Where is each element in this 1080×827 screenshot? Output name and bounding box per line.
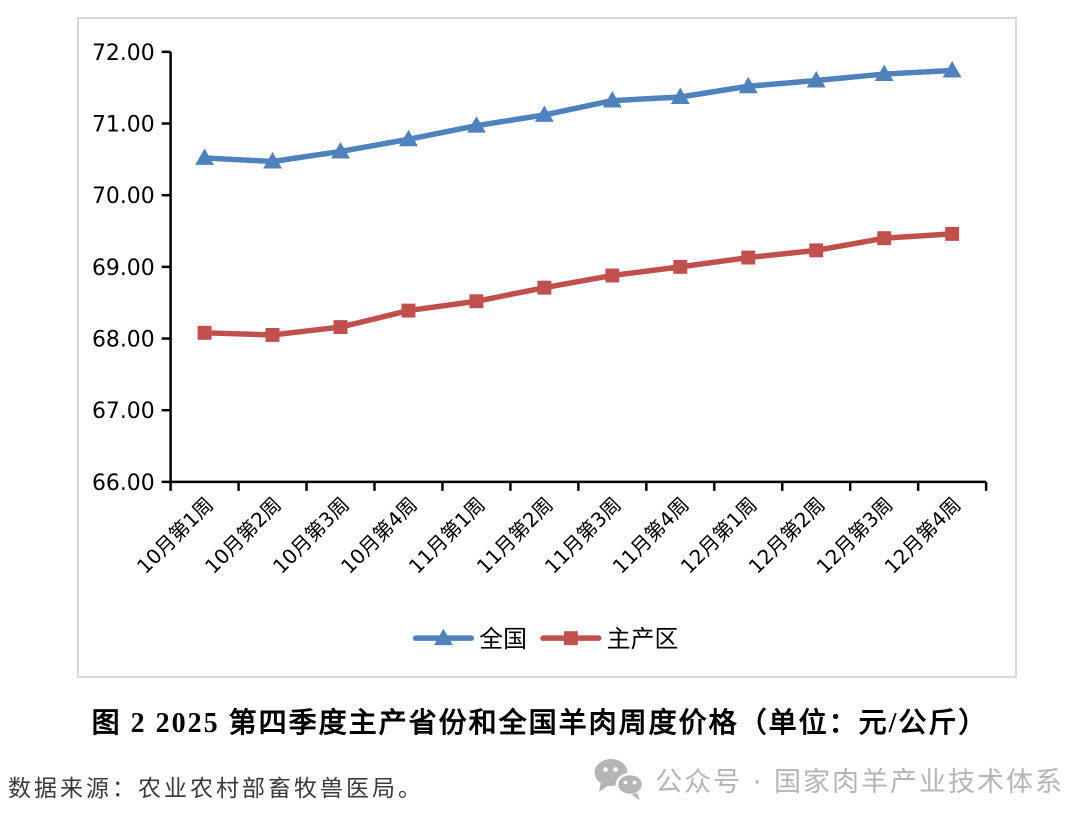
series-national-marker [466,116,486,133]
figure-caption: 图 2 2025 第四季度主产省份和全国羊肉周度价格（单位：元/公斤） [91,708,989,739]
price-line-chart: 66.0067.0068.0069.0070.0071.0072.0010月第1… [92,41,988,653]
series-main-production-area-marker [265,327,280,342]
data-source-note: 数据来源：农业农村部畜牧兽医局。 [8,776,424,801]
series-main-production-area-marker [401,303,416,318]
legend-series-main-production-area-marker [563,631,578,646]
series-main-production-area-marker [333,320,348,335]
watermark-text: 公众号 · 国家肉羊产业技术体系 [655,766,1064,798]
series-national-marker [331,142,350,159]
legend-series-national-marker [433,628,453,646]
y-tick-label: 71.00 [92,112,155,137]
series-national-marker [602,91,622,108]
y-tick-label: 69.00 [92,256,155,281]
watermark: 公众号 · 国家肉羊产业技术体系 [593,757,1064,801]
legend-series-national-label: 全国 [479,625,527,653]
series-national-marker [806,71,826,88]
y-tick-label: 70.00 [92,184,155,209]
series-main-production-area-marker [197,325,212,340]
series-main-production-area-marker [741,250,756,265]
series-national-marker [874,64,894,82]
series-national-marker [195,148,215,165]
series-main-production-area-marker [469,294,484,309]
y-tick-label: 66.00 [92,471,155,496]
series-national-line [201,67,955,165]
series-main-production-area-marker [605,268,620,283]
series-main-production-area-marker [537,280,552,295]
series-national-marker [942,61,962,78]
series-national-marker [534,105,554,122]
y-tick-label: 72.00 [92,41,155,66]
y-tick-label: 67.00 [92,399,155,424]
series-national-marker [263,152,283,169]
y-tick-label: 68.00 [92,328,155,353]
series-main-production-area-marker [945,226,960,241]
series-main-production-area-marker [809,243,824,258]
series-national-marker [670,87,690,104]
series-national-marker [399,129,418,147]
series-main-production-area-marker [673,259,688,274]
series-main-production-area-line [201,231,955,338]
series-national-marker [738,76,758,94]
chart-panel: 66.00 67.00 68.00 69.00 70.00 71.00 72.00 10月第1… [77,17,1017,678]
wechat-icon [594,759,645,801]
series-main-production-area-marker [877,231,892,246]
legend-series-main-production-area-label: 主产区 [607,625,679,653]
